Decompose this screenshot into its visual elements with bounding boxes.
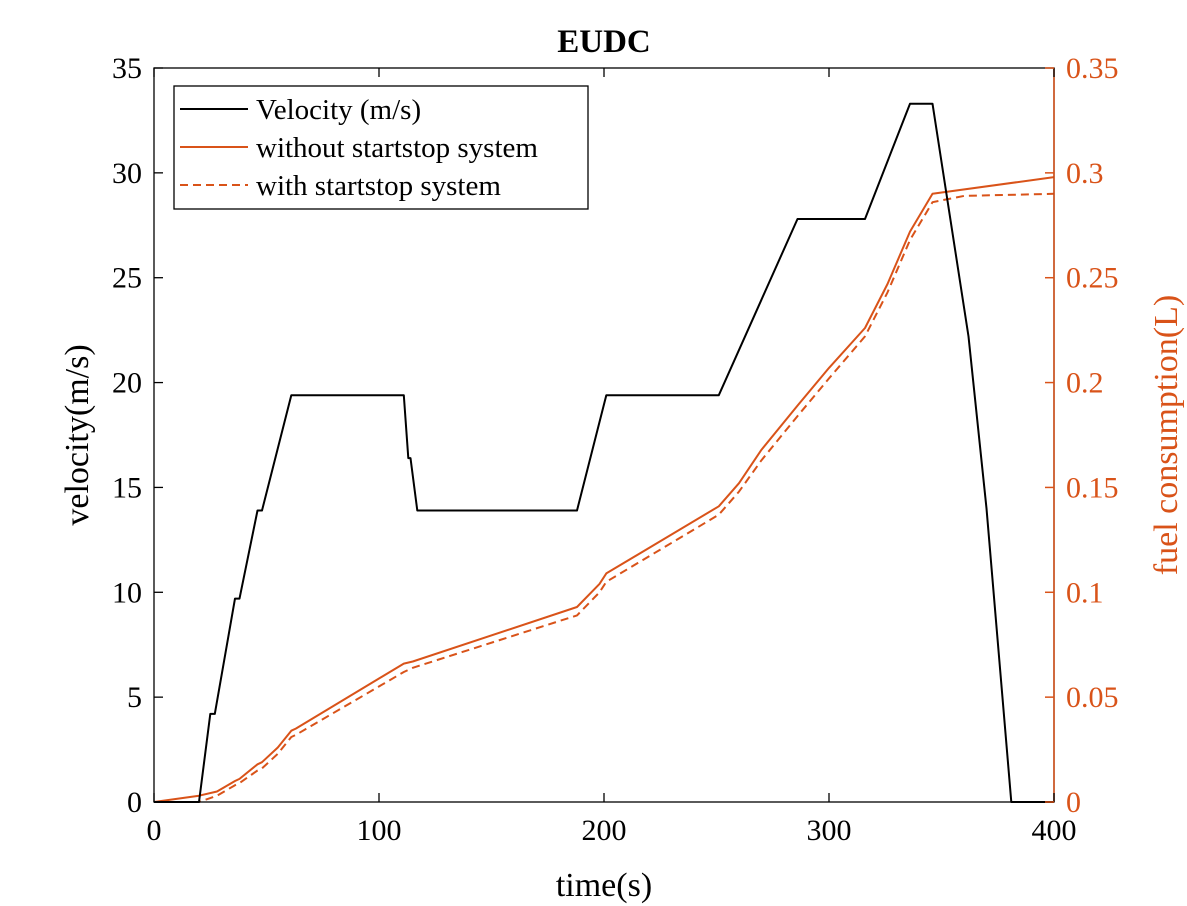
right-axis-label: fuel consumption(L) [1148,295,1185,575]
chart-title: EUDC [557,24,651,60]
x-tick-label: 300 [807,814,852,847]
x-tick-label: 0 [147,814,162,847]
left-tick-label: 5 [127,681,142,714]
left-axis-label: velocity(m/s) [59,344,96,525]
left-tick-label: 10 [112,576,142,609]
legend: Velocity (m/s) without startstop system wi… [173,85,589,210]
legend-label-1: Velocity (m/s) [256,94,421,126]
right-tick-label: 0.35 [1066,52,1119,85]
left-tick-label: 15 [112,471,142,504]
x-axis-ticks: 0 100 200 300 400 [147,68,1077,847]
right-axis-ticks: 0 0.05 0.1 0.15 0.2 0.25 0.3 0.35 [1045,52,1119,819]
right-tick-label: 0.3 [1066,157,1104,190]
left-tick-label: 30 [112,157,142,190]
right-tick-label: 0.15 [1066,471,1119,504]
right-tick-label: 0 [1066,786,1081,819]
right-tick-label: 0.25 [1066,262,1119,295]
x-tick-label: 400 [1032,814,1077,847]
left-tick-label: 0 [127,786,142,819]
x-tick-label: 200 [582,814,627,847]
left-tick-label: 25 [112,262,142,295]
series-line-2 [153,176,1055,803]
right-tick-label: 0.05 [1066,681,1119,714]
series-line-1 [154,102,1054,803]
left-axis-ticks: 0 5 10 15 20 25 30 35 [112,52,163,819]
x-axis-label: time(s) [556,867,652,904]
legend-label-2: without startstop system [256,132,538,164]
legend-label-3: with startstop system [256,170,501,202]
left-tick-label: 35 [112,52,142,85]
right-tick-label: 0.1 [1066,576,1104,609]
series-line-3 [154,192,1055,803]
right-tick-label: 0.2 [1066,367,1104,400]
plot-series [153,102,1055,803]
left-tick-label: 20 [112,367,142,400]
x-tick-label: 100 [357,814,402,847]
